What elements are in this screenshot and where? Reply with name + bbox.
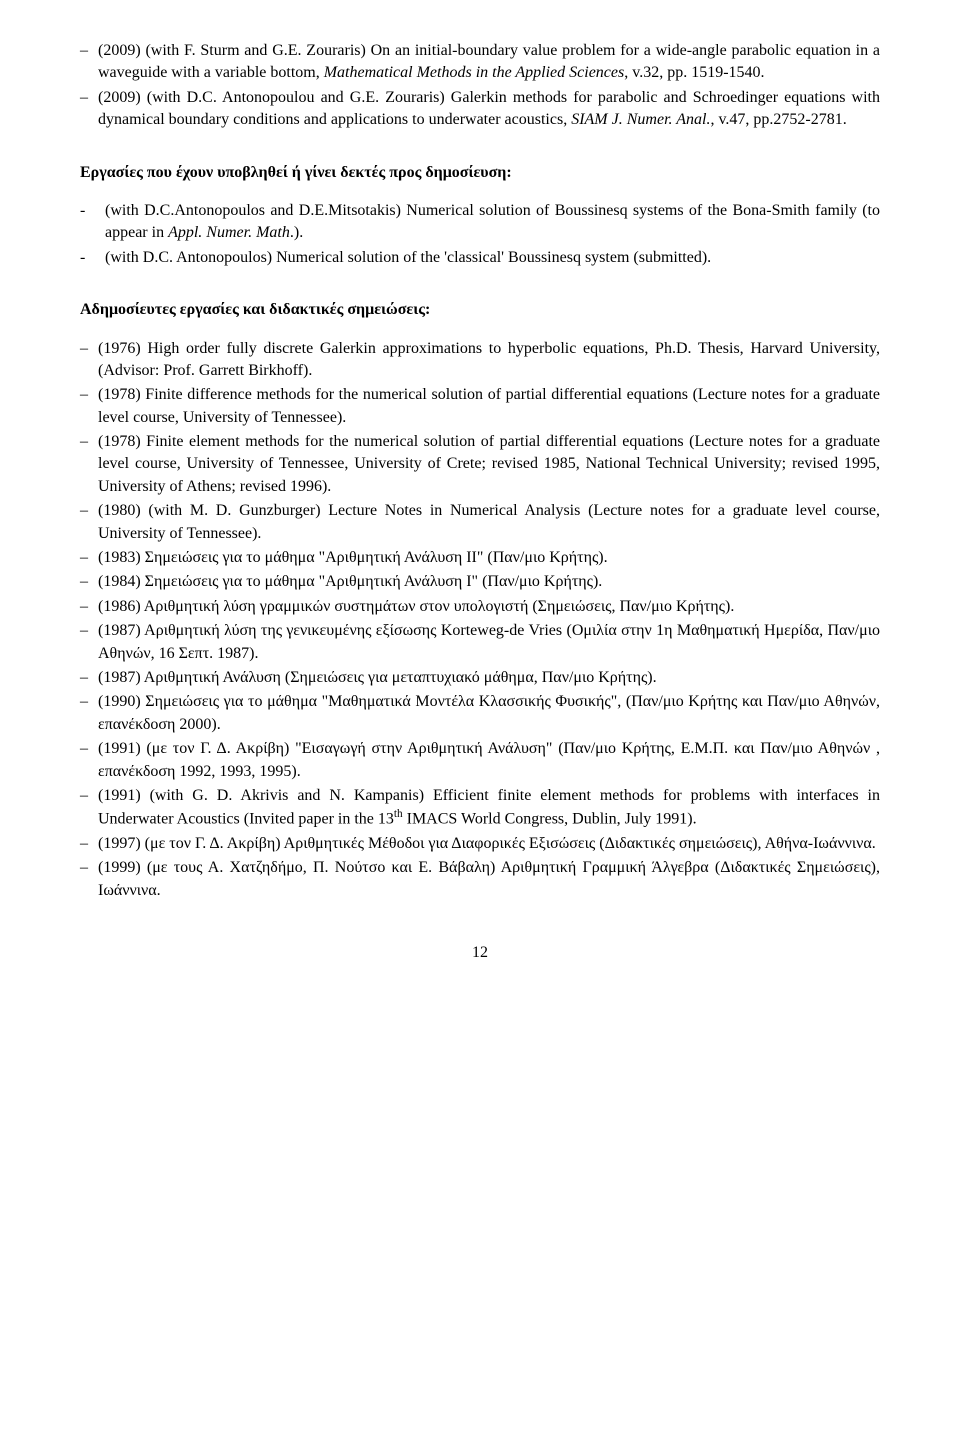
- list-item-text: (1980) (with M. D. Gunzburger) Lecture N…: [98, 500, 880, 545]
- dash-bullet: –: [80, 500, 98, 545]
- dash-bullet: –: [80, 691, 98, 736]
- dash-bullet: –: [80, 338, 98, 383]
- dash-bullet: –: [80, 40, 98, 85]
- list-item-text: (1976) High order fully discrete Galerki…: [98, 338, 880, 383]
- list-item: –(2009) (with F. Sturm and G.E. Zouraris…: [80, 40, 880, 85]
- list-item: –(1997) (με τον Γ. Δ. Ακρίβη) Αριθμητικέ…: [80, 833, 880, 855]
- list-item: –(1987) Αριθμητική Ανάλυση (Σημειώσεις γ…: [80, 667, 880, 689]
- dash-bullet: –: [80, 785, 98, 831]
- list-item-text: (1978) Finite difference methods for the…: [98, 384, 880, 429]
- list-item: –(1978) Finite difference methods for th…: [80, 384, 880, 429]
- list-item: –(1980) (with M. D. Gunzburger) Lecture …: [80, 500, 880, 545]
- section-heading-2: Αδημοσίευτες εργασίες και διδακτικές σημ…: [80, 299, 880, 321]
- list-item-text: (with D.C. Antonopoulos) Numerical solut…: [105, 247, 880, 269]
- list-item-text: (1984) Σημειώσεις για το μάθημα "Αριθμητ…: [98, 571, 880, 593]
- dash-bullet: –: [80, 857, 98, 902]
- list-item-text: (1987) Αριθμητική Ανάλυση (Σημειώσεις γι…: [98, 667, 880, 689]
- list-item: –(1986) Αριθμητική λύση γραμμικών συστημ…: [80, 596, 880, 618]
- dash-bullet: -: [80, 200, 105, 245]
- dash-bullet: –: [80, 571, 98, 593]
- section-heading-1: Εργασίες που έχουν υποβληθεί ή γίνει δεκ…: [80, 162, 880, 184]
- list-item-text: (2009) (with F. Sturm and G.E. Zouraris)…: [98, 40, 880, 85]
- list-item-text: (1999) (με τους Α. Χατζηδήμο, Π. Νούτσο …: [98, 857, 880, 902]
- list-item: –(1987) Αριθμητική λύση της γενικευμένης…: [80, 620, 880, 665]
- dash-bullet: –: [80, 620, 98, 665]
- top-list: –(2009) (with F. Sturm and G.E. Zouraris…: [80, 40, 880, 132]
- list-item-text: (1987) Αριθμητική λύση της γενικευμένης …: [98, 620, 880, 665]
- list-item: –(1976) High order fully discrete Galerk…: [80, 338, 880, 383]
- list-item: –(1991) (with G. D. Akrivis and N. Kampa…: [80, 785, 880, 831]
- dash-bullet: –: [80, 384, 98, 429]
- list-item: –(1983) Σημειώσεις για το μάθημα "Αριθμη…: [80, 547, 880, 569]
- dash-bullet: –: [80, 547, 98, 569]
- list-item: –(1990) Σημειώσεις για το μάθημα "Μαθημα…: [80, 691, 880, 736]
- list-item-text: (1983) Σημειώσεις για το μάθημα "Αριθμητ…: [98, 547, 880, 569]
- dash-bullet: –: [80, 596, 98, 618]
- list-item: - (with D.C.Antonopoulos and D.E.Mitsota…: [80, 200, 880, 245]
- list-item: –(1984) Σημειώσεις για το μάθημα "Αριθμη…: [80, 571, 880, 593]
- mid-list: - (with D.C.Antonopoulos and D.E.Mitsota…: [80, 200, 880, 269]
- bottom-list: –(1976) High order fully discrete Galerk…: [80, 338, 880, 903]
- list-item-text: (1990) Σημειώσεις για το μάθημα "Μαθηματ…: [98, 691, 880, 736]
- list-item-text: (with D.C.Antonopoulos and D.E.Mitsotaki…: [105, 200, 880, 245]
- dash-bullet: –: [80, 833, 98, 855]
- list-item-text: (1991) (with G. D. Akrivis and N. Kampan…: [98, 785, 880, 831]
- dash-bullet: –: [80, 738, 98, 783]
- list-item: -(with D.C. Antonopoulos) Numerical solu…: [80, 247, 880, 269]
- list-item: –(2009) (with D.C. Antonopoulou and G.E.…: [80, 87, 880, 132]
- list-item-text: (1986) Αριθμητική λύση γραμμικών συστημά…: [98, 596, 880, 618]
- list-item: –(1999) (με τους Α. Χατζηδήμο, Π. Νούτσο…: [80, 857, 880, 902]
- dash-bullet: –: [80, 87, 98, 132]
- list-item: –(1978) Finite element methods for the n…: [80, 431, 880, 498]
- list-item-text: (1978) Finite element methods for the nu…: [98, 431, 880, 498]
- list-item: –(1991) (με τον Γ. Δ. Ακρίβη) "Εισαγωγή …: [80, 738, 880, 783]
- list-item-text: (1991) (με τον Γ. Δ. Ακρίβη) "Εισαγωγή σ…: [98, 738, 880, 783]
- dash-bullet: -: [80, 247, 105, 269]
- list-item-text: (2009) (with D.C. Antonopoulou and G.E. …: [98, 87, 880, 132]
- dash-bullet: –: [80, 431, 98, 498]
- list-item-text: (1997) (με τον Γ. Δ. Ακρίβη) Αριθμητικές…: [98, 833, 880, 855]
- page-number: 12: [80, 942, 880, 964]
- dash-bullet: –: [80, 667, 98, 689]
